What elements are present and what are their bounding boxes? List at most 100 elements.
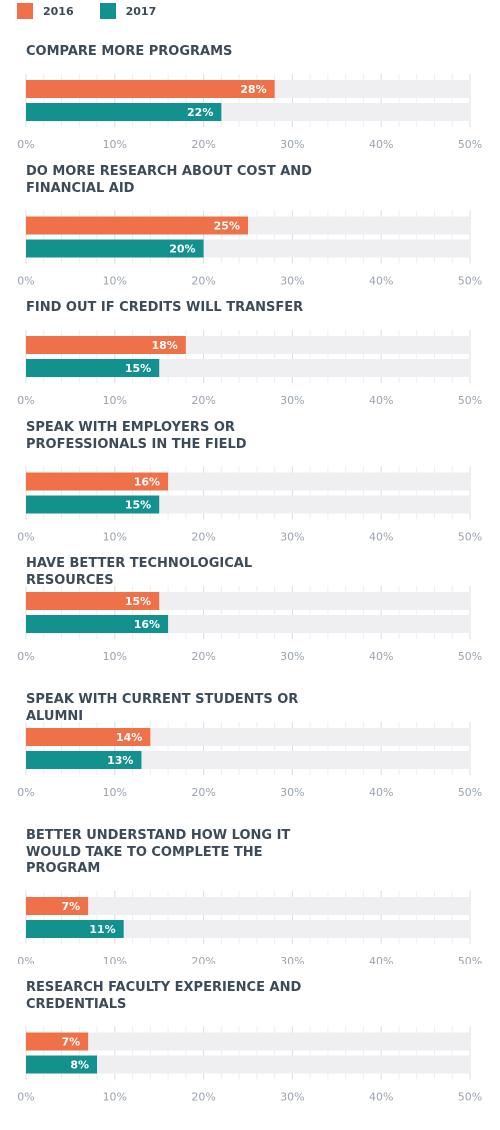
x-tick-label: 40%: [369, 531, 393, 544]
legend-item-2017: 2017: [99, 3, 157, 19]
x-tick-label: 30%: [280, 786, 304, 799]
x-tick-label: 30%: [280, 275, 304, 288]
bar-2017: [26, 495, 160, 514]
chart-panel: SPEAK WITH CURRENT STUDENTS OR ALUMNI 14%…: [0, 692, 500, 828]
x-tick-label: 50%: [458, 786, 482, 799]
x-tick-label: 20%: [191, 650, 215, 663]
bar-value-label: 13%: [107, 754, 133, 767]
bar-2016: [26, 472, 169, 491]
x-tick-label: 50%: [458, 955, 482, 964]
x-tick-label: 20%: [191, 275, 215, 288]
x-tick-label: 0%: [17, 531, 34, 544]
bar-value-label: 25%: [214, 220, 240, 233]
bar-value-label: 28%: [240, 83, 266, 96]
bar-track: [26, 920, 470, 938]
bar-value-label: 15%: [125, 595, 151, 608]
bar-2017: [26, 239, 204, 258]
bar-value-label: 7%: [61, 1036, 80, 1049]
bar-2017: [26, 615, 169, 633]
x-tick-label: 10%: [103, 138, 127, 151]
x-tick-label: 30%: [280, 531, 304, 544]
x-tick-label: 20%: [191, 786, 215, 799]
bar-value-label: 11%: [89, 923, 115, 936]
bar-value-label: 20%: [169, 243, 195, 256]
x-tick-label: 30%: [280, 650, 304, 663]
chart-panel: HAVE BETTER TECHNOLOGICAL RESOURCES 15% 16…: [0, 556, 500, 692]
x-tick-label: 50%: [458, 531, 482, 544]
bar-2017: [26, 1055, 98, 1074]
bar-2017: [26, 751, 142, 769]
x-tick-label: 10%: [103, 955, 127, 964]
panel-title: SPEAK WITH CURRENT STUDENTS OR ALUMNI: [26, 692, 299, 724]
x-tick-label: 40%: [369, 650, 393, 663]
bar-chart-svg: 28% 22% 0% 10% 20% 30% 40% 50%: [17, 74, 482, 151]
x-tick-label: 30%: [280, 394, 304, 407]
bar-2016: [26, 1032, 89, 1051]
bar-chart-svg: 7% 11% 0% 10% 20% 30% 40% 50%: [17, 891, 482, 964]
legend-swatch-2016: [17, 3, 33, 19]
x-tick-label: 20%: [191, 955, 215, 964]
x-tick-label: 40%: [369, 275, 393, 288]
bar-value-label: 15%: [125, 499, 151, 512]
panel-title: HAVE BETTER TECHNOLOGICAL RESOURCES: [26, 556, 253, 588]
bar-2016: [26, 897, 89, 915]
panel-title: FIND OUT IF CREDITS WILL TRANSFER: [26, 300, 304, 315]
x-tick-label: 0%: [17, 650, 34, 663]
bar-chart-svg: 7% 8% 0% 10% 20% 30% 40% 50%: [17, 1026, 482, 1104]
x-tick-label: 50%: [458, 394, 482, 407]
x-tick-label: 30%: [280, 1091, 304, 1104]
legend-label-2016: 2016: [43, 4, 74, 18]
chart-panel: COMPARE MORE PROGRAMS 28% 22% 0% 10% 20% 30% 40…: [0, 44, 500, 180]
bar-value-label: 16%: [134, 476, 160, 489]
x-tick-label: 30%: [280, 138, 304, 151]
bar-track: [26, 1032, 470, 1051]
bar-track: [26, 897, 470, 915]
legend-swatch-2017: [99, 3, 116, 19]
bar-chart-svg: 18%15% 0% 10% 20% 30% 40% 50%: [17, 330, 482, 407]
bar-chart-svg: 25% 20% 0% 10% 20% 30% 40% 50%: [17, 210, 482, 288]
bar-chart-svg: 14% 13% 0% 10% 20% 30% 40% 50%: [17, 722, 482, 799]
bar-value-label: 18%: [151, 339, 177, 352]
x-tick-label: 10%: [103, 394, 127, 407]
x-tick-label: 10%: [103, 531, 127, 544]
x-tick-label: 0%: [17, 138, 34, 151]
x-tick-label: 10%: [103, 275, 127, 288]
x-tick-label: 0%: [17, 1091, 34, 1104]
chart-panel: RESEARCH FACULTY EXPERIENCE AND CREDENTI…: [0, 980, 500, 1116]
bar-value-label: 14%: [116, 731, 142, 744]
x-tick-label: 10%: [103, 786, 127, 799]
x-tick-label: 40%: [369, 1091, 393, 1104]
bar-2016: [26, 728, 151, 746]
panel-title: RESEARCH FACULTY EXPERIENCE AND CREDENTI…: [26, 980, 302, 1012]
x-tick-label: 40%: [369, 786, 393, 799]
bar-value-label: 7%: [61, 900, 80, 913]
chart-panel: FIND OUT IF CREDITS WILL TRANSFER 18% 15% 0…: [0, 300, 500, 436]
bar-track: [26, 1055, 470, 1074]
bar-2017: [26, 103, 222, 121]
x-tick-label: 50%: [458, 138, 482, 151]
x-tick-label: 0%: [17, 275, 34, 288]
bar-value-label: 16%: [134, 618, 160, 631]
x-tick-label: 50%: [458, 1091, 482, 1104]
x-tick-label: 50%: [458, 275, 482, 288]
x-tick-label: 20%: [191, 138, 215, 151]
x-tick-label: 0%: [17, 786, 34, 799]
bar-value-label: 22%: [187, 106, 213, 119]
bar-2016: [26, 216, 248, 235]
x-tick-label: 10%: [103, 650, 127, 663]
x-tick-label: 50%: [458, 650, 482, 663]
panel-title: BETTER UNDERSTAND HOW LONG IT WOULD TAKE…: [26, 828, 291, 876]
panel-title: COMPARE MORE PROGRAMS: [26, 44, 233, 59]
bar-2017: [26, 920, 124, 938]
x-tick-label: 0%: [17, 394, 34, 407]
bar-2017: [26, 359, 160, 377]
bar-chart-svg: 16% 15% 0% 10% 20% 30% 40% 50%: [17, 466, 482, 544]
x-tick-label: 40%: [369, 138, 393, 151]
x-tick-label: 30%: [280, 955, 304, 964]
bar-2016: [26, 80, 275, 98]
x-tick-label: 0%: [17, 955, 34, 964]
chart-panel: SPEAK WITH EMPLOYERS OR PROFESSIONALS IN…: [0, 420, 500, 556]
legend-label-2017: 2017: [125, 4, 157, 18]
x-tick-label: 20%: [191, 1091, 215, 1104]
bar-2016: [26, 336, 186, 354]
